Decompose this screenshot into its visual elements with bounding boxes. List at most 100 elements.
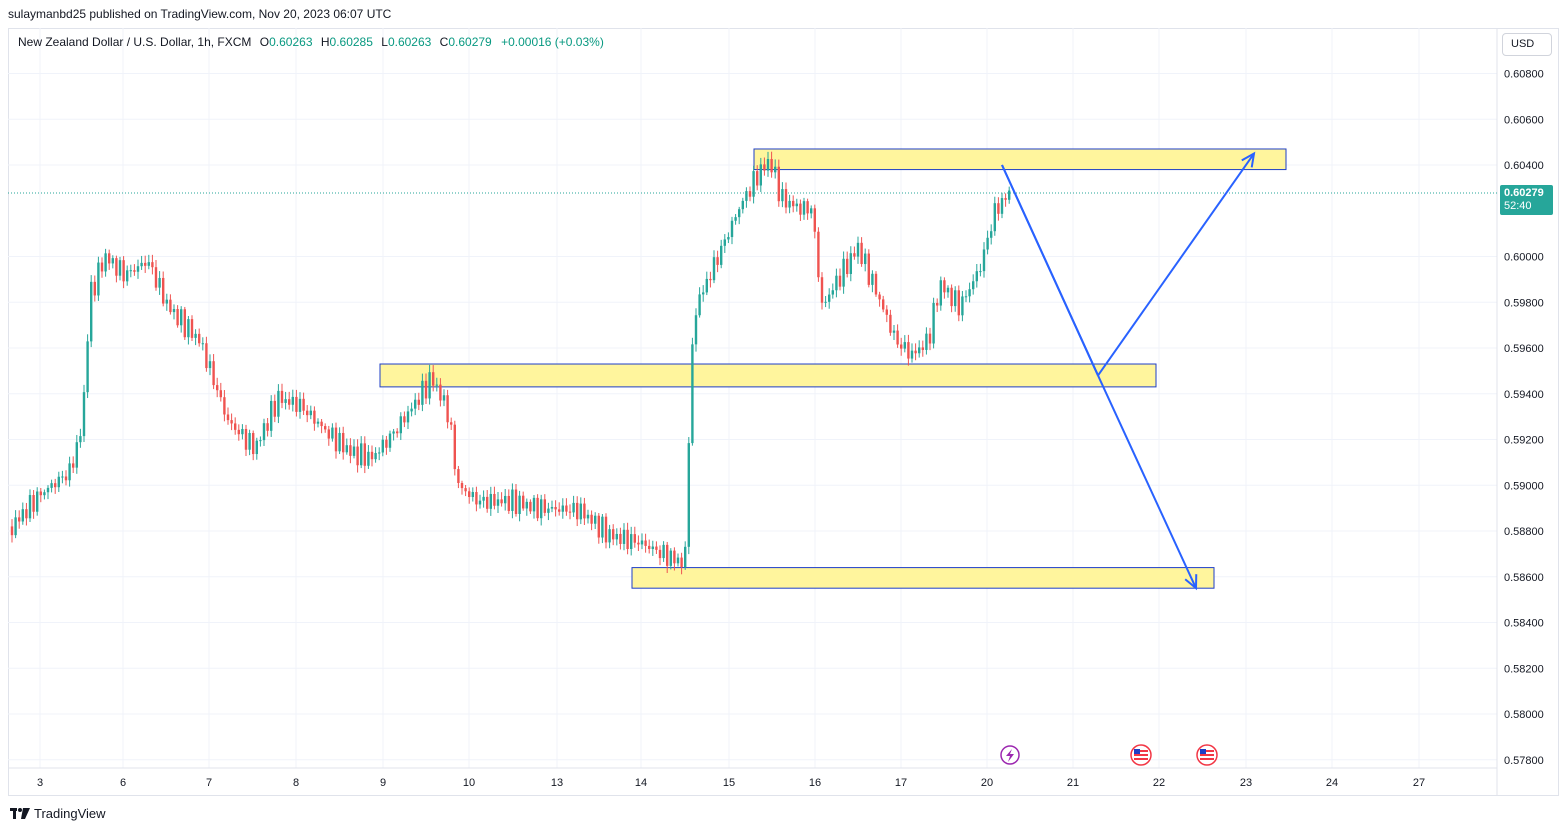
change-value: +0.00016 (+0.03%) bbox=[501, 35, 604, 49]
candle-body bbox=[457, 469, 460, 484]
bar-countdown: 52:40 bbox=[1504, 200, 1532, 212]
time-tick-label: 13 bbox=[551, 777, 563, 789]
chart-frame[interactable] bbox=[8, 28, 1559, 796]
zone-rectangle[interactable] bbox=[379, 363, 1157, 388]
time-tick-label: 3 bbox=[37, 777, 43, 789]
lightning-event-icon[interactable] bbox=[1000, 745, 1020, 765]
candle-body bbox=[280, 390, 284, 403]
price-tick-label: 0.60800 bbox=[1504, 69, 1544, 81]
candle-body bbox=[990, 231, 993, 238]
time-tick-label: 23 bbox=[1240, 777, 1252, 789]
symbol-legend[interactable]: New Zealand Dollar / U.S. Dollar, 1h, FX… bbox=[18, 35, 604, 49]
candle-body bbox=[864, 253, 867, 265]
candle-body bbox=[284, 399, 287, 403]
candle-body bbox=[651, 546, 654, 550]
us-flag-event-icon[interactable] bbox=[1130, 744, 1152, 766]
candle-body bbox=[489, 493, 492, 509]
candle-body bbox=[201, 343, 204, 345]
candle-body bbox=[856, 242, 860, 257]
candle-body bbox=[244, 428, 248, 450]
candle-body bbox=[140, 262, 143, 267]
open-value: 0.60263 bbox=[269, 35, 313, 49]
candle-body bbox=[385, 439, 388, 448]
candle-body bbox=[752, 171, 755, 197]
candle-body bbox=[536, 497, 539, 519]
candle-body bbox=[183, 309, 186, 338]
candle-body bbox=[925, 333, 928, 350]
time-tick-label: 20 bbox=[981, 777, 993, 789]
candle-body bbox=[691, 344, 694, 444]
candle-body bbox=[36, 491, 39, 512]
candle-body bbox=[673, 550, 676, 564]
candle-body bbox=[439, 384, 442, 401]
candle-body bbox=[518, 495, 521, 515]
candle-body bbox=[64, 476, 68, 481]
candle-body bbox=[619, 533, 622, 544]
candle-body bbox=[194, 333, 197, 338]
candle-body bbox=[540, 499, 543, 519]
candle-body bbox=[334, 427, 338, 452]
candle-body bbox=[907, 342, 910, 359]
candle-body bbox=[720, 245, 723, 265]
candle-body bbox=[504, 495, 507, 504]
price-tick-label: 0.59000 bbox=[1504, 480, 1544, 492]
candle-body bbox=[396, 431, 399, 434]
currency-button[interactable]: USD bbox=[1502, 33, 1552, 56]
candle-body bbox=[586, 514, 590, 519]
candle-body bbox=[676, 557, 680, 564]
candle-body bbox=[270, 400, 273, 431]
candle-body bbox=[831, 290, 834, 295]
candle-body bbox=[558, 509, 561, 512]
candle-body bbox=[928, 333, 932, 344]
candle-body bbox=[838, 275, 842, 287]
projection-arrow-down-head bbox=[1184, 574, 1198, 591]
candle-body bbox=[32, 495, 35, 512]
tradingview-brand[interactable]: TradingView bbox=[10, 806, 106, 821]
close-value: 0.60279 bbox=[448, 35, 492, 49]
zone-rectangle[interactable] bbox=[631, 567, 1215, 589]
candle-body bbox=[493, 493, 496, 506]
candle-body bbox=[630, 534, 633, 550]
candle-body bbox=[378, 452, 381, 454]
time-tick-label: 22 bbox=[1153, 777, 1165, 789]
price-tick-label: 0.58800 bbox=[1504, 526, 1544, 538]
zone-rectangle[interactable] bbox=[753, 148, 1287, 171]
candle-body bbox=[759, 164, 762, 186]
candle-body bbox=[180, 309, 183, 326]
candle-body bbox=[648, 545, 651, 550]
candle-body bbox=[576, 502, 579, 520]
us-flag-event-icon[interactable] bbox=[1196, 744, 1218, 766]
candle-body bbox=[684, 546, 687, 568]
candle-body bbox=[918, 347, 921, 354]
candle-body bbox=[824, 301, 827, 303]
candle-body bbox=[702, 292, 705, 295]
candle-body bbox=[745, 191, 748, 201]
candle-body bbox=[18, 517, 21, 522]
candle-body bbox=[21, 509, 24, 522]
candle-body bbox=[583, 503, 586, 519]
zones bbox=[379, 148, 1287, 589]
candle-body bbox=[57, 476, 60, 488]
symbol-name[interactable]: New Zealand Dollar / U.S. Dollar, 1h, FX… bbox=[18, 35, 252, 49]
candle-body bbox=[943, 280, 946, 293]
candle-body bbox=[363, 443, 366, 466]
open-label: O bbox=[259, 35, 270, 49]
candle-body bbox=[241, 428, 244, 435]
candle-body bbox=[97, 262, 100, 296]
price-tick-label: 0.57800 bbox=[1504, 755, 1544, 767]
candle-body bbox=[216, 385, 219, 391]
candle-body bbox=[1000, 198, 1004, 214]
candle-body bbox=[435, 384, 438, 386]
candle-body bbox=[597, 515, 600, 538]
price-tick-label: 0.58600 bbox=[1504, 572, 1544, 584]
candle-body bbox=[939, 280, 942, 306]
candle-body bbox=[432, 372, 435, 386]
candle-body bbox=[302, 398, 305, 411]
projection-arrow-up[interactable] bbox=[1097, 152, 1255, 377]
projection-arrow-down[interactable] bbox=[1097, 375, 1197, 589]
candle-body bbox=[788, 200, 791, 208]
price-tick-label: 0.60000 bbox=[1504, 252, 1544, 264]
candle-body bbox=[219, 390, 222, 398]
candle-body bbox=[500, 499, 503, 504]
